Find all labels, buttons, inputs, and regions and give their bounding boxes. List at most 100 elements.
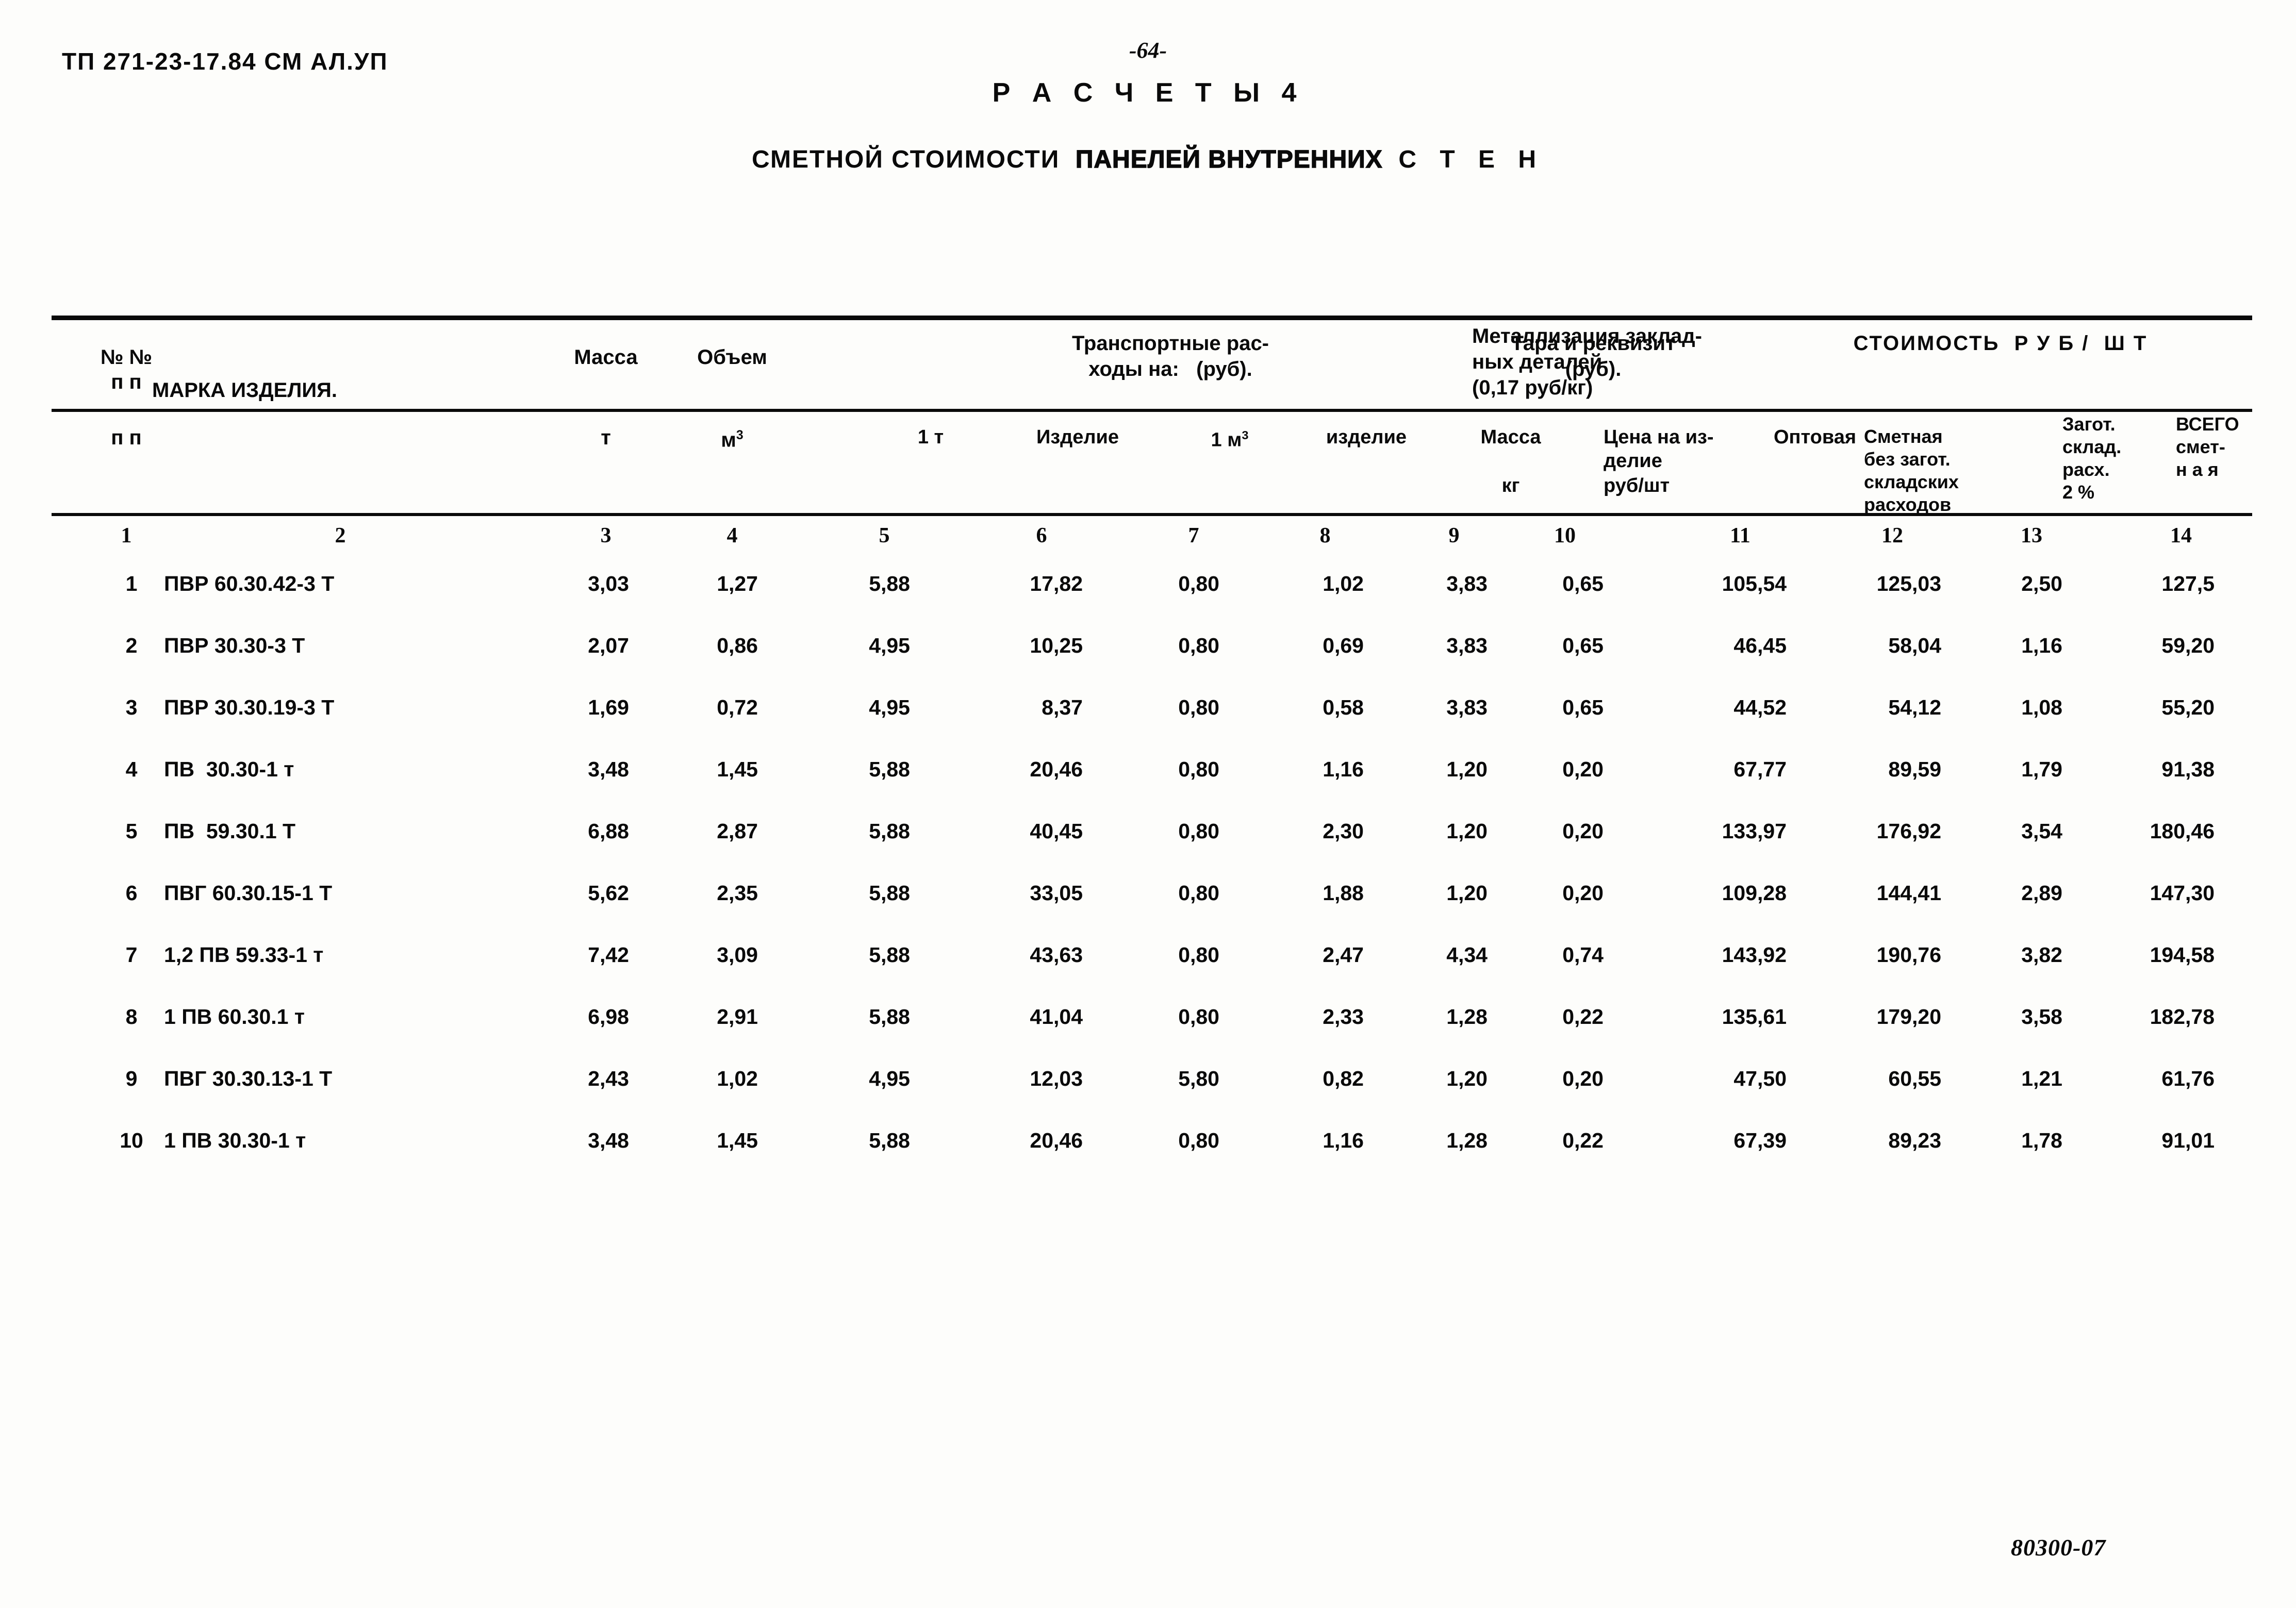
row-mass: 2,43: [588, 1067, 629, 1090]
row-met-price: 0,74: [1562, 943, 1604, 967]
row-optovaya: 47,50: [1733, 1067, 1787, 1090]
document-stamp: 80300-07: [2011, 1534, 2106, 1561]
row-volume: 1,02: [717, 1067, 758, 1090]
subtitle-part-2: ПАНЕЛЕЙ ВНУТРЕННИХ: [1075, 145, 1383, 173]
col-header-tara-per-item: изделие: [1326, 426, 1407, 448]
row-transport-per-ton: 5,88: [869, 1129, 910, 1152]
col-header-mass: Масса: [574, 346, 638, 369]
row-vsego: 55,20: [2161, 695, 2215, 719]
row-smetnaya: 60,55: [1888, 1067, 1941, 1090]
page-subtitle: СМЕТНОЙ СТОИМОСТИ ПАНЕЛЕЙ ВНУТРЕННИХ С Т…: [0, 145, 2296, 174]
row-zagot: 1,79: [2021, 757, 2062, 781]
row-met-price: 0,65: [1562, 634, 1604, 657]
row-transport-per-item: 43,63: [1030, 943, 1083, 967]
row-smetnaya: 89,59: [1888, 757, 1941, 781]
row-tara-per-item: 0,58: [1323, 695, 1364, 719]
row-tara-per-item: 2,47: [1323, 943, 1364, 967]
row-smetnaya: 144,41: [1876, 881, 1941, 905]
row-volume: 1,45: [717, 757, 758, 781]
row-tara-per-item: 0,82: [1323, 1067, 1364, 1090]
colnum-2: 2: [335, 524, 346, 548]
row-volume: 0,86: [717, 634, 758, 657]
row-transport-per-ton: 4,95: [869, 1067, 910, 1090]
row-vsego: 147,30: [2150, 881, 2215, 905]
colnum-11: 11: [1730, 524, 1750, 548]
colnum-5: 5: [879, 524, 890, 548]
col-header-zagot: Загот. склад. расх. 2 %: [2062, 413, 2122, 503]
row-smetnaya: 54,12: [1888, 695, 1941, 719]
page-number: -64-: [1129, 38, 1167, 63]
row-optovaya: 67,39: [1733, 1129, 1787, 1152]
table-group-header-row: Транспортные рас-ходы на: (руб). Тара и …: [52, 320, 2252, 409]
row-vsego: 91,01: [2161, 1129, 2215, 1152]
row-optovaya: 105,54: [1722, 572, 1787, 595]
col-unit-volume: м3: [721, 428, 744, 452]
row-transport-per-ton: 4,95: [869, 634, 910, 657]
row-tara-per-m3: 0,80: [1178, 1129, 1219, 1152]
row-volume: 3,09: [717, 943, 758, 967]
page-title: Р А С Ч Е Т Ы 4: [992, 78, 1304, 108]
row-met-mass: 1,20: [1446, 881, 1488, 905]
row-vsego: 180,46: [2150, 819, 2215, 843]
colnum-9: 9: [1448, 524, 1460, 548]
colnum-6: 6: [1036, 524, 1047, 548]
row-tara-per-m3: 0,80: [1178, 634, 1219, 657]
row-transport-per-item: 10,25: [1030, 634, 1083, 657]
row-met-price: 0,22: [1562, 1129, 1604, 1152]
row-met-mass: 3,83: [1446, 634, 1488, 657]
subtitle-part-3: С Т Е Н: [1398, 146, 1544, 173]
table-row: 8 1 ПВ 60.30.1 т 6,98 2,91 5,88 41,04 0,80 2,33…: [52, 1005, 2252, 1037]
row-zagot: 1,21: [2021, 1067, 2062, 1090]
row-mass: 3,48: [588, 1129, 629, 1152]
row-mark: 1 ПВ 60.30.1 т: [164, 1005, 305, 1029]
row-tara-per-m3: 0,80: [1178, 943, 1219, 967]
table-row: 6 ПВГ 60.30.15-1 Т 5,62 2,35 5,88 33,05 0,80 1,…: [52, 881, 2252, 913]
row-smetnaya: 176,92: [1876, 819, 1941, 843]
row-zagot: 2,89: [2021, 881, 2062, 905]
subtitle-part-1: СМЕТНОЙ СТОИМОСТИ: [751, 146, 1060, 173]
table-row: 9 ПВГ 30.30.13-1 Т 2,43 1,02 4,95 12,03 5,80 0,…: [52, 1067, 2252, 1099]
row-number: 7: [125, 943, 138, 967]
row-mark: ПВР 30.30.19-3 Т: [164, 695, 335, 719]
row-vsego: 194,58: [2150, 943, 2215, 967]
table-row: 7 1,2 ПВ 59.33-1 т 7,42 3,09 5,88 43,63 0,80 2,…: [52, 943, 2252, 975]
row-mass: 7,42: [588, 943, 629, 967]
colnum-12: 12: [1881, 524, 1903, 548]
row-met-price: 0,65: [1562, 572, 1604, 595]
row-smetnaya: 125,03: [1876, 572, 1941, 595]
row-number: 10: [120, 1129, 143, 1152]
row-tara-per-m3: 0,80: [1178, 572, 1219, 595]
col-header-number: № № п п: [100, 346, 153, 393]
table-row: 1 ПВР 60.30.42-3 Т 3,03 1,27 5,88 17,82 0,80 1,…: [52, 572, 2252, 604]
col-header-vsego: ВСЕГО смет-н а я: [2176, 413, 2239, 480]
row-optovaya: 109,28: [1722, 881, 1787, 905]
row-met-mass: 1,20: [1446, 819, 1488, 843]
colnum-10: 10: [1554, 524, 1576, 548]
row-mark: 1,2 ПВ 59.33-1 т: [164, 943, 324, 967]
group-header-transport: Транспортные рас-ходы на: (руб).: [1071, 332, 1269, 380]
row-tara-per-m3: 0,80: [1178, 819, 1219, 843]
row-optovaya: 135,61: [1722, 1005, 1787, 1029]
row-number: 2: [125, 634, 138, 657]
col-header-tara-per-m3: 1 м3: [1211, 428, 1249, 451]
row-number: 1: [125, 572, 138, 595]
col-unit-met-mass: кг: [1501, 475, 1520, 496]
table-row: 5 ПВ 59.30.1 Т 6,88 2,87 5,88 40,45 0,80 2,30 1,…: [52, 819, 2252, 851]
table-mid-rule: [52, 409, 2252, 412]
row-met-price: 0,20: [1562, 1067, 1604, 1090]
row-transport-per-item: 17,82: [1030, 572, 1083, 595]
row-volume: 1,27: [717, 572, 758, 595]
row-volume: 2,35: [717, 881, 758, 905]
row-tara-per-m3: 0,80: [1178, 1005, 1219, 1029]
col-header-number-line2: п п: [111, 426, 142, 449]
row-transport-per-item: 33,05: [1030, 881, 1083, 905]
row-volume: 0,72: [717, 695, 758, 719]
row-mass: 2,07: [588, 634, 629, 657]
row-met-mass: 1,20: [1446, 757, 1488, 781]
row-transport-per-item: 12,03: [1030, 1067, 1083, 1090]
table-subheader-rule: [52, 513, 2252, 516]
row-zagot: 3,54: [2021, 819, 2062, 843]
row-mark: ПВГ 30.30.13-1 Т: [164, 1067, 333, 1090]
col-unit-mass: т: [601, 426, 611, 449]
row-transport-per-item: 20,46: [1030, 1129, 1083, 1152]
